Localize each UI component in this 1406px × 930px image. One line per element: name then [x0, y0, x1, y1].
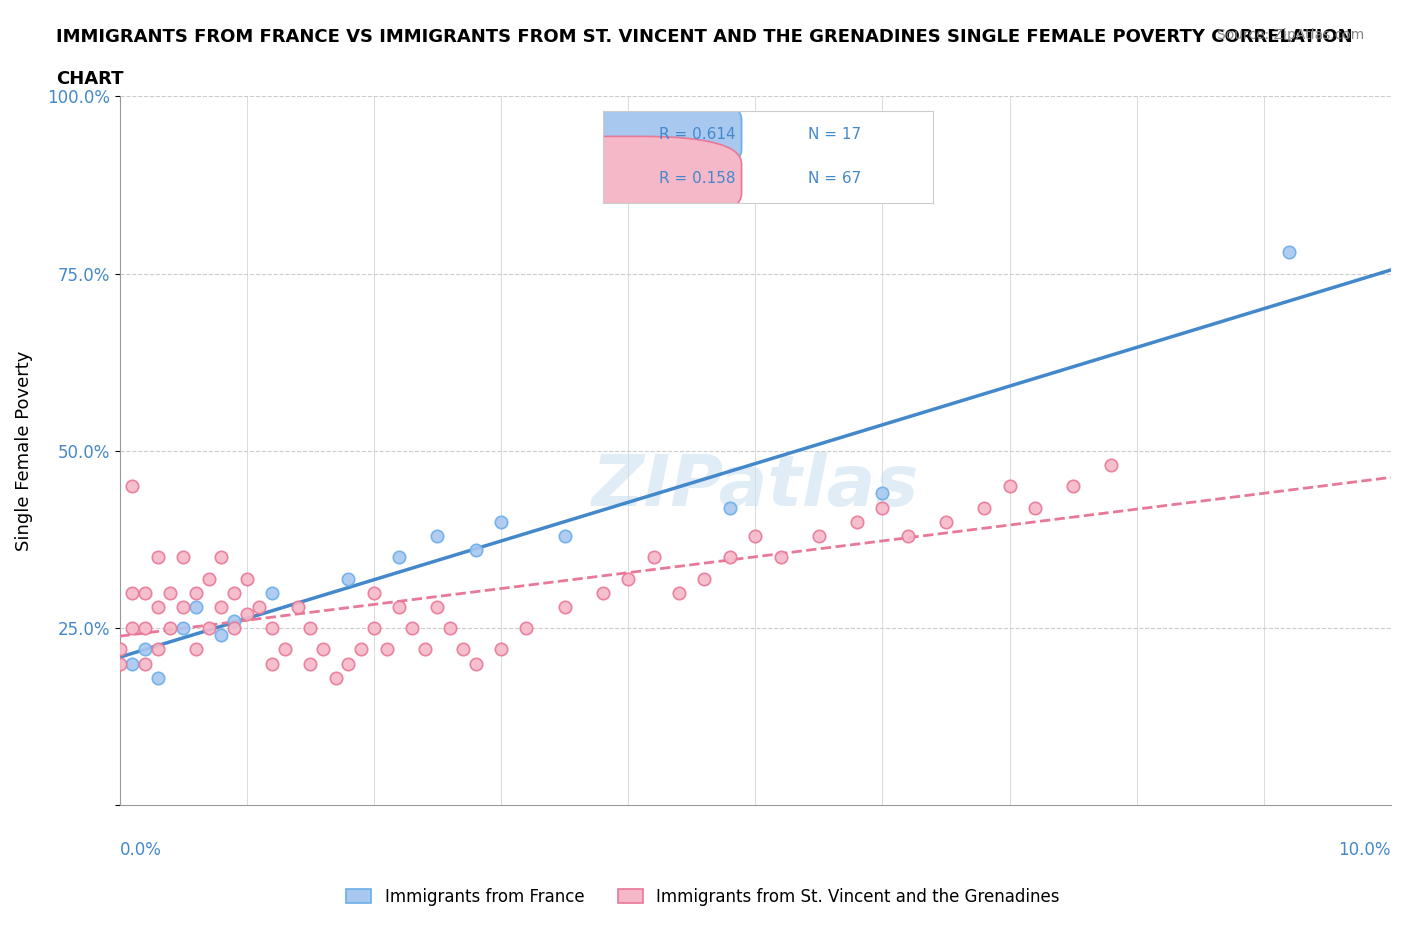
Text: Source: ZipAtlas.com: Source: ZipAtlas.com [1216, 28, 1364, 42]
Point [388, 550, 411, 565]
Point [222, 614, 245, 629]
Point [1062, 479, 1084, 494]
Point [249, 600, 271, 615]
Y-axis label: Single Female Poverty: Single Female Poverty [15, 351, 32, 551]
Point [388, 600, 411, 615]
Point [1099, 458, 1122, 472]
Point [846, 514, 869, 529]
Point [197, 571, 219, 586]
Point [744, 528, 766, 543]
Point [363, 620, 385, 635]
Point [299, 657, 322, 671]
Point [401, 620, 423, 635]
Point [464, 657, 486, 671]
Point [426, 528, 449, 543]
Point [287, 600, 309, 615]
Point [108, 642, 131, 657]
Point [363, 585, 385, 600]
Point [134, 585, 156, 600]
Point [592, 585, 614, 600]
Point [1278, 245, 1301, 259]
Point [146, 642, 169, 657]
Point [872, 486, 894, 501]
Point [872, 500, 894, 515]
Point [489, 642, 512, 657]
Point [350, 642, 373, 657]
Point [184, 642, 207, 657]
Point [375, 642, 398, 657]
Point [718, 500, 741, 515]
Point [451, 642, 474, 657]
Text: IMMIGRANTS FROM FRANCE VS IMMIGRANTS FROM ST. VINCENT AND THE GRENADINES SINGLE : IMMIGRANTS FROM FRANCE VS IMMIGRANTS FRO… [56, 28, 1353, 46]
Point [668, 585, 690, 600]
Point [134, 642, 156, 657]
Point [184, 600, 207, 615]
Point [209, 600, 232, 615]
Point [159, 620, 181, 635]
Point [121, 479, 143, 494]
Point [222, 620, 245, 635]
Point [325, 671, 347, 685]
Point [146, 600, 169, 615]
Point [693, 571, 716, 586]
Point [464, 543, 486, 558]
Point [172, 620, 194, 635]
Point [121, 657, 143, 671]
Point [159, 585, 181, 600]
Point [108, 657, 131, 671]
Point [337, 571, 360, 586]
Text: 10.0%: 10.0% [1339, 841, 1391, 858]
Point [274, 642, 297, 657]
Text: ZIPatlas: ZIPatlas [592, 452, 920, 521]
Point [554, 528, 576, 543]
Point [998, 479, 1021, 494]
Point [426, 600, 449, 615]
Text: 0.0%: 0.0% [120, 841, 162, 858]
Point [197, 620, 219, 635]
Point [413, 642, 436, 657]
Point [337, 657, 360, 671]
Legend: Immigrants from France, Immigrants from St. Vincent and the Grenadines: Immigrants from France, Immigrants from … [340, 881, 1066, 912]
Point [209, 550, 232, 565]
Point [134, 657, 156, 671]
Point [617, 571, 640, 586]
Point [235, 571, 257, 586]
Point [299, 620, 322, 635]
Point [146, 671, 169, 685]
Text: CHART: CHART [56, 70, 124, 87]
Point [235, 606, 257, 621]
Point [262, 585, 284, 600]
Point [134, 620, 156, 635]
Point [184, 585, 207, 600]
Point [718, 550, 741, 565]
Point [973, 500, 995, 515]
Point [1024, 500, 1046, 515]
Point [262, 620, 284, 635]
Point [643, 550, 665, 565]
Point [222, 585, 245, 600]
Point [172, 600, 194, 615]
Point [121, 585, 143, 600]
Point [515, 620, 537, 635]
Point [897, 528, 920, 543]
Point [312, 642, 335, 657]
Point [172, 550, 194, 565]
Point [554, 600, 576, 615]
Point [769, 550, 792, 565]
Point [489, 514, 512, 529]
Point [439, 620, 461, 635]
Point [146, 550, 169, 565]
Point [121, 620, 143, 635]
Point [935, 514, 957, 529]
Point [807, 528, 830, 543]
Point [262, 657, 284, 671]
Point [209, 628, 232, 643]
